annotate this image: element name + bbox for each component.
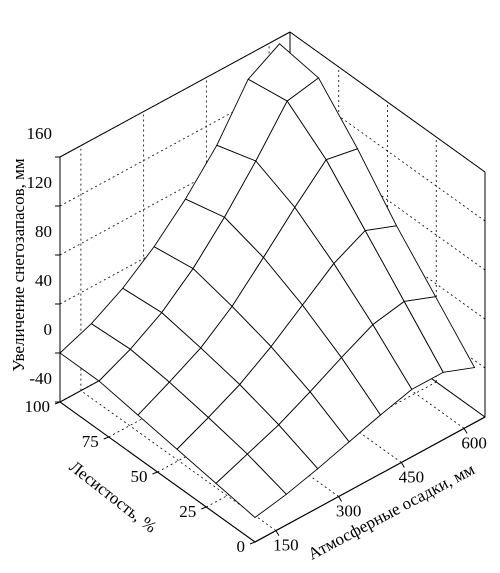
axis-box (254, 416, 486, 543)
tick-mark (103, 436, 109, 440)
z-tick-label: -40 (29, 369, 52, 388)
z-axis-title: Увеличение снегозапасов, мм (9, 158, 28, 372)
x-tick-label: 300 (336, 501, 362, 520)
y-tick-label: 100 (25, 397, 51, 416)
surface-cell (215, 453, 288, 519)
x-tick-label: 150 (273, 536, 299, 555)
y-tick-label: 0 (237, 537, 246, 556)
tick-mark (201, 506, 207, 510)
grid-line (59, 129, 291, 256)
tick-mark (54, 401, 61, 405)
grid-line (289, 31, 486, 173)
z-tick-label: 0 (44, 320, 53, 339)
y-tick-label: 25 (179, 502, 196, 521)
tick-mark (463, 428, 468, 434)
z-tick-label: 160 (27, 124, 53, 143)
z-tick-label: 40 (35, 271, 52, 290)
y-tick-label: 50 (131, 467, 148, 486)
x-tick-label: 600 (461, 433, 487, 452)
tick-mark (152, 471, 158, 475)
x-tick-label: 450 (399, 467, 425, 486)
axis-box (59, 401, 256, 543)
tick-mark (338, 496, 343, 502)
y-tick-label: 75 (82, 432, 99, 451)
grid-line (59, 31, 291, 158)
tick-mark (249, 541, 256, 545)
z-tick-label: 80 (35, 222, 52, 241)
tick-mark (275, 530, 280, 536)
grid-line (59, 80, 291, 207)
tick-mark (400, 462, 405, 468)
x-axis-title: Атмосферные осадки, мм (305, 459, 478, 563)
z-tick-label: 120 (27, 173, 53, 192)
